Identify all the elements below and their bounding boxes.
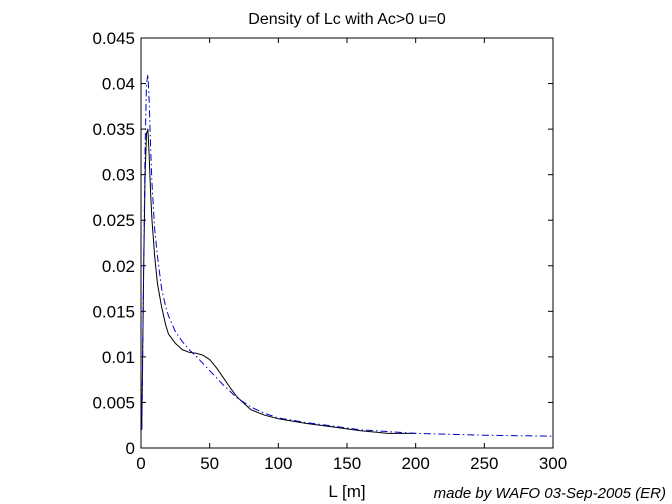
plot-frame: [140, 37, 554, 449]
x-tick-label: 300: [539, 454, 567, 473]
plot-area: [141, 38, 553, 448]
series-line-dashdot: [141, 73, 554, 437]
tick-layer: 0 50 100 150 200 250 300 0 0.005 0.01 0.015 0.02 0.0…: [92, 29, 567, 473]
y-tick-label: 0.035: [92, 120, 135, 139]
x-tick-label: 0: [136, 454, 145, 473]
x-tick-label: 50: [200, 454, 219, 473]
y-tick-label: 0.005: [92, 393, 135, 412]
series-line-solid: [141, 128, 416, 434]
y-tick-label: 0.025: [92, 211, 135, 230]
y-tick-label: 0.04: [102, 75, 135, 94]
series-layer: [141, 73, 554, 437]
x-tick-label: 100: [264, 454, 292, 473]
y-tick-label: 0: [126, 439, 135, 458]
x-axis-label: L [m]: [328, 482, 365, 501]
x-tick-label: 150: [333, 454, 361, 473]
y-tick-label: 0.02: [102, 257, 135, 276]
y-tick-label: 0.01: [102, 348, 135, 367]
y-tick-label: 0.015: [92, 302, 135, 321]
x-tick-label: 250: [470, 454, 498, 473]
credit-note: made by WAFO 03-Sep-2005 (ER): [434, 485, 666, 502]
y-tick-label: 0.03: [102, 166, 135, 185]
y-tick-label: 0.045: [92, 29, 135, 48]
x-tick-label: 200: [401, 454, 429, 473]
chart-title: Density of Lc with Ac>0 u=0: [248, 11, 446, 28]
